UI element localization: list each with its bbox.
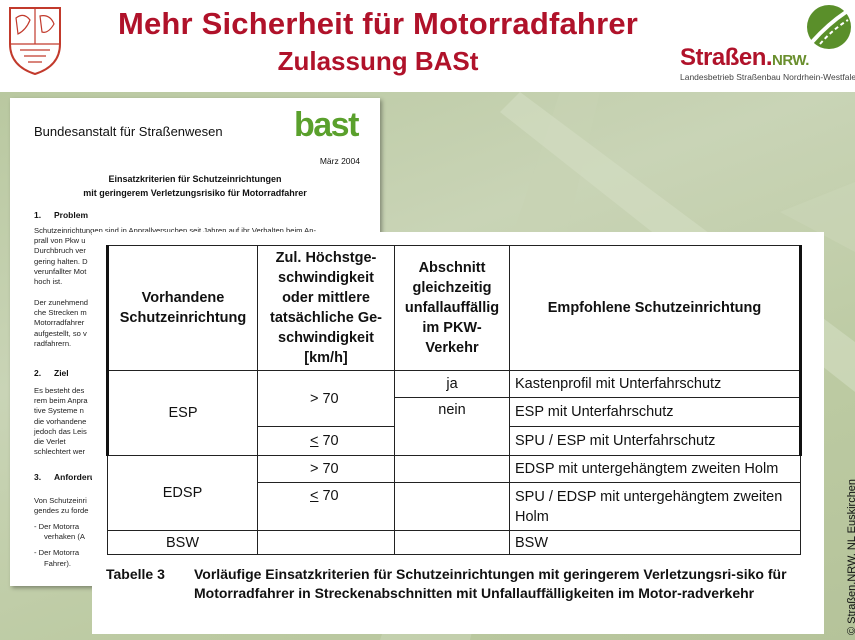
caption-label: Tabelle 3 <box>106 566 165 582</box>
paragraph: Von Schutzeinri gendes zu forde <box>34 496 89 516</box>
table-cell: < 70 <box>257 426 395 456</box>
brand-wordmark: Straßen.NRW. <box>680 44 809 72</box>
section-heading: 1. Problem <box>34 210 89 220</box>
column-header: Vorhandene Schutzeinrichtung <box>106 245 258 371</box>
criteria-table-card: Vorhandene Schutzeinrichtung Zul. Höchst… <box>92 232 824 634</box>
table-cell: EDSP <box>107 455 258 531</box>
section-heading: 3. Anforderungen <box>34 472 116 482</box>
column-header: Empfohlene Schutzeinrichtung <box>509 245 802 371</box>
table-cell: ja <box>394 370 510 398</box>
table-cell: nein <box>394 397 510 456</box>
document-title-line1: Einsatzkriterien für Schutzeinrichtungen <box>108 174 282 184</box>
table-cell: > 70 <box>257 370 395 427</box>
brand-strassen: Straßen. <box>680 44 773 71</box>
bast-logo: bast <box>294 106 359 144</box>
table-cell: SPU / ESP mit Unterfahrschutz <box>509 426 802 456</box>
copyright-notice: © Straßen.NRW, NL Euskirchen <box>846 478 855 635</box>
table-cell: Kastenprofil mit Unterfahrschutz <box>509 370 802 398</box>
table-cell <box>394 455 510 483</box>
document-title: Einsatzkriterien für Schutzeinrichtungen… <box>30 172 360 200</box>
bullet-list: - Der Motorra verhaken (A - Der Motorra Fah… <box>34 522 85 568</box>
paragraph: Der zunehmend che Strecken m Motorradfahre… <box>34 298 89 348</box>
document-organization: Bundesanstalt für Straßenwesen <box>34 124 223 139</box>
table-cell: BSW <box>509 530 801 555</box>
table-row: nein ESP mit Unterfahrschutz <box>108 397 802 456</box>
table-cell <box>257 530 395 555</box>
slide-subtitle: Zulassung BASt <box>277 46 479 76</box>
slide-header: Mehr Sicherheit für Motorradfahrer Zulas… <box>0 0 855 92</box>
document-date: März 2004 <box>319 156 360 166</box>
slide-title: Mehr Sicherheit für Motorradfahrer <box>117 6 639 41</box>
table-cell <box>394 530 510 555</box>
table-cell: ESP <box>106 370 258 456</box>
criteria-table: Vorhandene Schutzeinrichtung Zul. Höchst… <box>106 245 802 555</box>
paragraph: Schutzeinrichtungen sind in Anprallversu… <box>34 226 316 287</box>
strassen-nrw-logo: Straßen.NRW. Landesbetrieb Straßenbau No… <box>676 4 855 86</box>
column-header: Zul. Höchstge-schwindigkeit oder mittler… <box>257 245 395 371</box>
table-row: < 70 SPU / EDSP mit untergehängtem zweit… <box>108 482 801 531</box>
table-row: BSW BSW <box>107 530 801 555</box>
caption-text: Vorläufige Einsatzkriterien für Schutzei… <box>194 566 787 601</box>
table-header-row: Vorhandene Schutzeinrichtung Zul. Höchst… <box>106 245 802 371</box>
section-heading: 2. Ziel <box>34 368 69 378</box>
brand-subtext: Landesbetrieb Straßenbau Nordrhein-Westf… <box>680 72 855 82</box>
road-logo-icon <box>807 5 851 49</box>
table-row: < 70 SPU / ESP mit Unterfahrschutz <box>108 426 802 456</box>
paragraph: Es besteht des rem beim Anpra tive Systeme… <box>34 386 88 457</box>
table-row: ESP > 70 ja Kastenprofil mit Unterfahrsc… <box>106 370 802 456</box>
table-cell: < 70 <box>257 482 395 531</box>
document-title-line2: mit geringerem Verletzungsrisiko für Mot… <box>83 188 307 198</box>
table-cell: BSW <box>107 530 258 555</box>
column-header: Abschnitt gleichzeitig unfallauffällig i… <box>394 245 510 371</box>
table-cell: EDSP mit untergehängtem zweiten Holm <box>509 455 801 483</box>
coat-of-arms-icon <box>9 7 61 76</box>
table-row: EDSP > 70 EDSP mit untergehängtem zweite… <box>107 455 801 531</box>
table-cell: > 70 <box>257 455 395 483</box>
brand-nrw: NRW. <box>772 52 809 69</box>
table-cell <box>394 482 510 531</box>
table-cell: SPU / EDSP mit untergehängtem zweiten Ho… <box>509 482 801 531</box>
table-cell: ESP mit Unterfahrschutz <box>509 397 802 427</box>
